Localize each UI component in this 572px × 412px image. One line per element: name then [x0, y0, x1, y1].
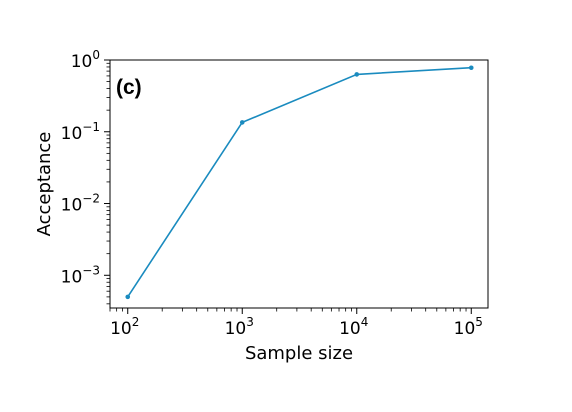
data-point [239, 120, 245, 125]
plot-area-frame [109, 59, 489, 309]
y-axis-label: Acceptance [34, 132, 55, 237]
x-tick-label: 103 [225, 315, 254, 339]
x-axis-label: Sample size [245, 343, 353, 364]
series-layer [125, 65, 474, 300]
x-tick-label: 105 [454, 315, 483, 339]
series-line [127, 66, 472, 298]
data-point [468, 65, 474, 71]
minor-ticks [106, 62, 467, 312]
major-ticks: 102 103 104 105 100 10−1 10−2 10−3 [61, 48, 483, 339]
x-tick-label: 104 [339, 315, 368, 339]
y-tick-label: 10−2 [61, 192, 100, 216]
x-tick-label: 102 [110, 315, 139, 339]
y-tick-label: 10−3 [61, 263, 100, 287]
y-tick-label: 10−1 [61, 120, 100, 144]
data-point [354, 72, 360, 77]
data-point [125, 294, 131, 300]
y-tick-label: 100 [71, 48, 100, 72]
panel-label: (c) [116, 76, 142, 99]
